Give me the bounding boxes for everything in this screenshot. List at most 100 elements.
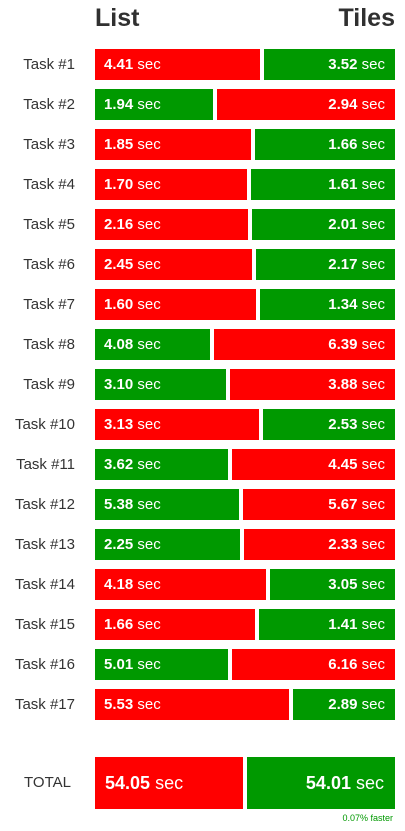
tiles-bar-task-11: 4.45 sec [232,449,395,480]
list-value: 1.66 [104,616,134,633]
task-label: Task #3 [23,136,75,153]
unit-label: sec [133,536,161,553]
unit-label: sec [133,336,161,353]
list-bar-task-5: 2.16 sec [95,209,248,240]
list-value: 2.25 [104,536,134,553]
total-list-bar: 54.05 sec [95,757,243,809]
unit-label: sec [357,496,385,513]
task-label: Task #6 [23,256,75,273]
tiles-value: 2.17 [328,256,358,273]
task-label: Task #2 [23,96,75,113]
unit-label: sec [357,96,385,113]
list-value: 1.60 [104,296,134,313]
tiles-bar-task-6: 2.17 sec [256,249,395,280]
unit-label: sec [133,376,161,393]
unit-label: sec [357,456,385,473]
task-label: Task #17 [14,696,75,713]
tiles-bar-task-12: 5.67 sec [243,489,395,520]
task-label: Task #9 [23,376,75,393]
list-value: 3.62 [104,456,134,473]
list-bar-task-11: 3.62 sec [95,449,228,480]
task-label: Task #7 [23,296,75,313]
unit-label: sec [133,456,161,473]
tiles-bar-task-10: 2.53 sec [263,409,395,440]
unit-label: sec [133,496,161,513]
unit-label: sec [357,176,385,193]
unit-label: sec [357,216,385,233]
tiles-value: 4.45 [328,456,358,473]
list-bar-task-3: 1.85 sec [95,129,251,160]
tiles-value: 3.05 [328,576,358,593]
tiles-bar-task-17: 2.89 sec [293,689,395,720]
unit-label: sec [133,96,161,113]
unit-label: sec [357,256,385,273]
tiles-value: 2.53 [328,416,358,433]
unit-label: sec [133,616,161,633]
list-bar-task-9: 3.10 sec [95,369,226,400]
unit-label: sec [357,536,385,553]
list-bar-task-16: 5.01 sec [95,649,228,680]
list-value: 5.53 [104,696,134,713]
faster-footnote: 0.07% faster [342,813,393,823]
tiles-bar-task-9: 3.88 sec [230,369,395,400]
unit-label: sec [357,696,385,713]
tiles-bar-task-16: 6.16 sec [232,649,395,680]
list-bar-task-13: 2.25 sec [95,529,240,560]
tiles-bar-task-2: 2.94 sec [217,89,395,120]
tiles-value: 1.41 [328,616,358,633]
tiles-value: 2.94 [328,96,358,113]
list-bar-task-8: 4.08 sec [95,329,210,360]
unit-label: sec [133,256,161,273]
unit-label: sec [133,56,161,73]
unit-label: sec [357,656,385,673]
list-value: 5.38 [104,496,134,513]
list-value: 4.08 [104,336,134,353]
total-tiles-bar: 54.01 sec [247,757,395,809]
unit-label: sec [133,416,161,433]
tiles-value: 5.67 [328,496,358,513]
list-value: 4.18 [104,576,134,593]
tiles-bar-task-14: 3.05 sec [270,569,395,600]
list-bar-task-2: 1.94 sec [95,89,213,120]
task-label: Task #11 [16,456,75,473]
tiles-value: 2.01 [328,216,358,233]
list-bar-task-4: 1.70 sec [95,169,247,200]
list-value: 2.45 [104,256,134,273]
list-bar-task-12: 5.38 sec [95,489,239,520]
unit-label: sec [357,296,385,313]
total-list-value: 54.05 [105,773,151,793]
unit-label: sec [357,336,385,353]
list-value: 5.01 [104,656,134,673]
unit-label: sec [357,616,385,633]
tiles-value: 6.16 [328,656,358,673]
tiles-bar-task-13: 2.33 sec [244,529,395,560]
unit-label: sec [133,216,161,233]
tiles-value: 3.88 [328,376,358,393]
list-bar-task-7: 1.60 sec [95,289,256,320]
unit-label: sec [357,576,385,593]
tiles-bar-task-1: 3.52 sec [264,49,395,80]
task-label: Task #5 [23,216,75,233]
list-header: List [95,4,140,32]
task-label: Task #16 [14,656,75,673]
tiles-bar-task-3: 1.66 sec [255,129,395,160]
task-label: Task #10 [14,416,75,433]
tiles-value: 1.66 [328,136,358,153]
task-label: Task #13 [14,536,75,553]
task-label: Task #14 [14,576,75,593]
list-bar-task-17: 5.53 sec [95,689,289,720]
unit-label: sec [133,296,161,313]
unit-label: sec [357,376,385,393]
unit-label: sec [133,696,161,713]
task-label: Task #4 [23,176,75,193]
unit-label: sec [357,416,385,433]
task-label: Task #12 [14,496,75,513]
list-bar-task-15: 1.66 sec [95,609,255,640]
task-label: Task #1 [23,56,75,73]
unit-label: sec [133,176,161,193]
tiles-bar-task-15: 1.41 sec [259,609,395,640]
total-list-unit: sec [155,773,184,793]
unit-label: sec [357,136,385,153]
list-bar-task-6: 2.45 sec [95,249,252,280]
list-bar-task-10: 3.13 sec [95,409,259,440]
